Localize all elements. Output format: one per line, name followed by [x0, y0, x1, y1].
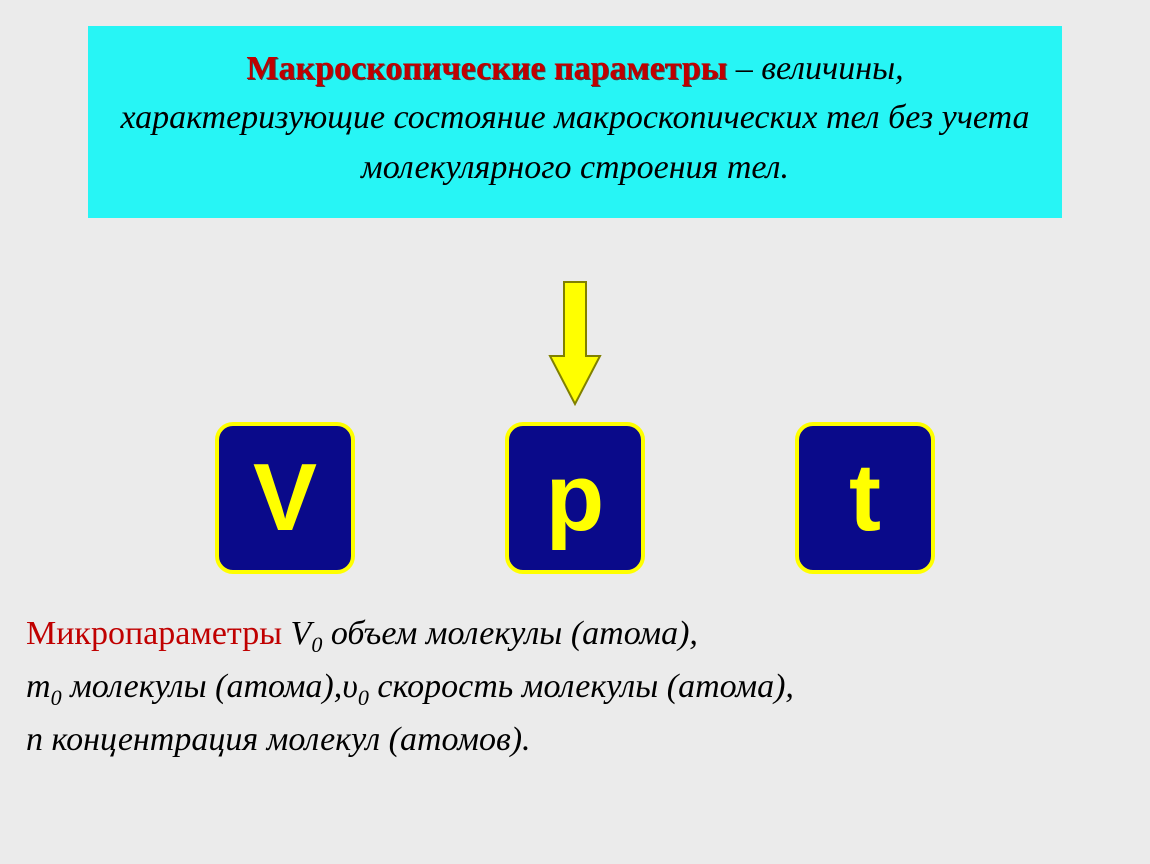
tile-t: t [795, 422, 935, 574]
tile-v: V [215, 422, 355, 574]
micro-m0-after: молекулы (атома), [62, 668, 343, 705]
micro-m0: m [26, 668, 51, 705]
micro-label: Микропараметры [26, 615, 282, 652]
definition-dash: – [727, 50, 761, 87]
definition-title: Макроскопические параметры [246, 50, 727, 87]
micro-v0-after: объем молекулы (атома), [322, 615, 698, 652]
slide: Макроскопические параметры – величины, х… [18, 18, 1132, 846]
micro-u0-after: скорость молекулы (атома), [369, 668, 794, 705]
micro-parameters: Микропараметры V0 объем молекулы (атома)… [18, 608, 1132, 765]
tile-p: p [505, 422, 645, 574]
micro-gap [282, 615, 291, 652]
arrow-path [550, 282, 600, 404]
micro-m0-sub: 0 [51, 685, 62, 710]
down-arrow-icon [548, 280, 602, 406]
micro-u0-sub: 0 [358, 685, 369, 710]
micro-v0-sub: 0 [311, 632, 322, 657]
micro-n: n концентрация молекул (атомов). [26, 721, 531, 758]
micro-v0: V [291, 615, 312, 652]
tile-row: V p t [18, 422, 1132, 574]
micro-u0: υ [342, 668, 358, 705]
definition-box: Макроскопические параметры – величины, х… [88, 26, 1062, 218]
